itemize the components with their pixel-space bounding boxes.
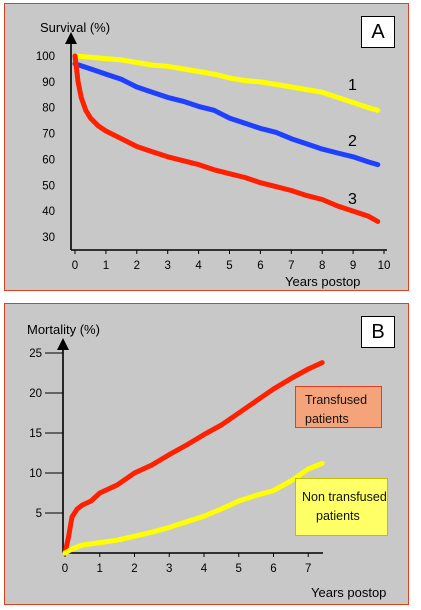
transfused-legend: Transfused patients bbox=[295, 386, 382, 428]
curve-label-3: 3 bbox=[348, 191, 357, 208]
y-axis-arrow bbox=[65, 32, 77, 44]
curve-label-1: 1 bbox=[348, 77, 357, 94]
y-tick-label: 80 bbox=[42, 103, 55, 115]
y-tick-label: 15 bbox=[29, 428, 42, 440]
x-tick-label: 7 bbox=[305, 563, 311, 575]
x-tick-label: 3 bbox=[166, 563, 172, 575]
y-tick-label: 40 bbox=[42, 206, 55, 218]
x-tick-label: 1 bbox=[97, 563, 103, 575]
nontransfused-legend: Non transfused patients bbox=[295, 478, 388, 536]
x-tick-label: 3 bbox=[164, 260, 170, 272]
y-tick-label: 50 bbox=[42, 180, 55, 192]
x-tick-label: 6 bbox=[257, 260, 263, 272]
x-tick-label: 10 bbox=[378, 260, 391, 272]
curve-label-2: 2 bbox=[348, 133, 357, 150]
x-tick-label: 8 bbox=[319, 260, 325, 272]
x-tick-label: 7 bbox=[288, 260, 294, 272]
y-axis-title: Mortality (%) bbox=[27, 322, 100, 337]
x-tick-label: 9 bbox=[350, 260, 356, 272]
x-tick-label: 2 bbox=[131, 563, 137, 575]
series-line-1 bbox=[72, 53, 381, 113]
x-tick-label: 6 bbox=[270, 563, 276, 575]
transfused-legend-line2: patients bbox=[305, 412, 349, 426]
y-tick-label: 10 bbox=[29, 468, 42, 480]
y-axis-title: Survival (%) bbox=[40, 20, 110, 35]
survival-chart: Survival (%) Years postop 30405060708090… bbox=[36, 20, 391, 289]
x-tick-label: 0 bbox=[62, 563, 68, 575]
y-tick-label: 90 bbox=[42, 77, 55, 89]
x-axis-title: Years postop bbox=[311, 585, 386, 600]
y-tick-label: 30 bbox=[42, 232, 55, 244]
y-tick-label: 100 bbox=[36, 51, 55, 63]
series-line-2 bbox=[62, 460, 325, 556]
y-tick-label: 70 bbox=[42, 129, 55, 141]
y-tick-label: 5 bbox=[36, 508, 42, 520]
x-tick-label: 4 bbox=[195, 260, 202, 272]
nontransfused-legend-line2: patients bbox=[316, 509, 360, 523]
series-line-2 bbox=[72, 61, 381, 168]
x-tick-label: 4 bbox=[201, 563, 208, 575]
panel-label-b: B bbox=[361, 316, 395, 348]
y-tick-label: 25 bbox=[29, 348, 42, 360]
x-tick-label: 5 bbox=[226, 260, 232, 272]
survival-panel: Survival (%) Years postop 30 40 50 60 70 80 90… bbox=[4, 3, 409, 291]
y-axis-arrow bbox=[57, 338, 69, 350]
nontransfused-legend-line1: Non transfused bbox=[302, 490, 387, 504]
y-tick-label: 60 bbox=[42, 154, 55, 166]
series-line-1 bbox=[62, 360, 325, 556]
x-tick-label: 0 bbox=[72, 260, 78, 272]
x-tick-label: 2 bbox=[134, 260, 140, 272]
x-tick-label: 5 bbox=[236, 563, 242, 575]
x-axis-title: Years postop bbox=[285, 274, 360, 289]
x-tick-label: 1 bbox=[103, 260, 109, 272]
panel-label-a: A bbox=[361, 16, 395, 48]
y-tick-label: 20 bbox=[29, 388, 42, 400]
transfused-legend-line1: Transfused bbox=[305, 393, 368, 407]
series-line-3 bbox=[72, 53, 381, 224]
